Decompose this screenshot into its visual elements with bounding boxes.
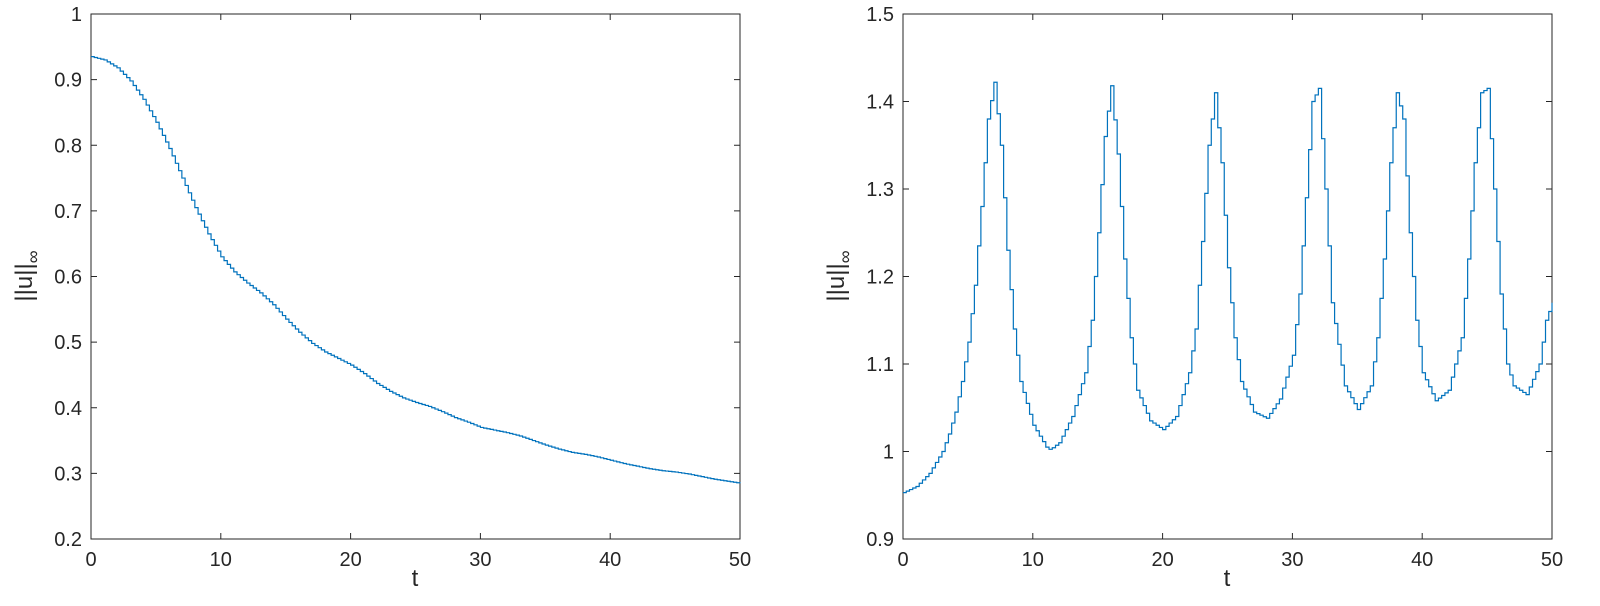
x-tick-label: 50 [1541, 549, 1563, 571]
x-tick-label: 20 [1151, 549, 1173, 571]
y-tick-label: 1.1 [866, 354, 894, 376]
x-tick-label: 50 [729, 549, 751, 571]
y-tick-label: 1 [71, 4, 82, 26]
plot-area-left [90, 13, 741, 540]
x-tick-label: 20 [339, 549, 361, 571]
y-ticks-right: 0.9 1 1.1 1.2 1.3 1.4 1.5 [866, 4, 1552, 551]
x-tick-label: 30 [469, 549, 491, 571]
x-tick-label: 40 [599, 549, 621, 571]
y-tick-label: 0.6 [54, 267, 82, 289]
x-ticks-right: 0 10 20 30 40 50 [897, 14, 1563, 571]
y-tick-label: 1.5 [866, 4, 894, 26]
y-tick-label: 0.8 [54, 135, 82, 157]
series-line-left-0 [91, 56, 741, 484]
y-axis-label-left: ||u||∞ [11, 250, 43, 301]
x-axis-label-left: t [412, 565, 419, 592]
y-tick-label: 0.4 [54, 398, 82, 420]
y-tick-label: 0.3 [54, 463, 82, 485]
y-axis-label-left-main: ||u|| [11, 263, 38, 301]
y-tick-label: 1.2 [866, 267, 894, 289]
y-tick-label: 1.4 [866, 92, 894, 114]
y-ticks-left: 0.2 0.3 0.4 0.5 0.6 0.7 0.8 0.9 1 [54, 4, 740, 551]
series-line-right-0 [903, 81, 1553, 494]
y-tick-label: 0.2 [54, 529, 82, 551]
series-left [91, 56, 741, 484]
y-tick-label: 1.3 [866, 179, 894, 201]
x-tick-label: 0 [85, 549, 96, 571]
y-tick-label: 0.9 [54, 70, 82, 92]
y-axis-label-right-subscript: ∞ [835, 250, 855, 263]
x-ticks-left: 0 10 20 30 40 50 [85, 14, 751, 571]
chart-right: 0 10 20 30 40 50 0.9 1 1.1 1.2 1.3 1.4 1.5 t ||u||∞ [823, 4, 1563, 592]
x-tick-label: 30 [1281, 549, 1303, 571]
x-tick-label: 0 [897, 549, 908, 571]
y-tick-label: 0.5 [54, 332, 82, 354]
chart-left: 0 10 20 30 40 50 0.20.30.40.50.60.70.80.91 t … [11, 4, 751, 592]
x-tick-label: 10 [210, 549, 232, 571]
x-axis-label-right: t [1224, 565, 1231, 592]
y-tick-label: 0.9 [866, 529, 894, 551]
series-right [903, 81, 1553, 494]
y-axis-label-left-subscript: ∞ [23, 250, 43, 263]
y-axis-label-right-main: ||u|| [823, 263, 850, 301]
y-axis-label-right: ||u||∞ [823, 250, 855, 301]
y-tick-label: 1 [883, 442, 894, 464]
x-tick-label: 10 [1022, 549, 1044, 571]
x-tick-label: 40 [1411, 549, 1433, 571]
y-tick-label: 0.7 [54, 201, 82, 223]
plot-area-right [902, 13, 1553, 540]
